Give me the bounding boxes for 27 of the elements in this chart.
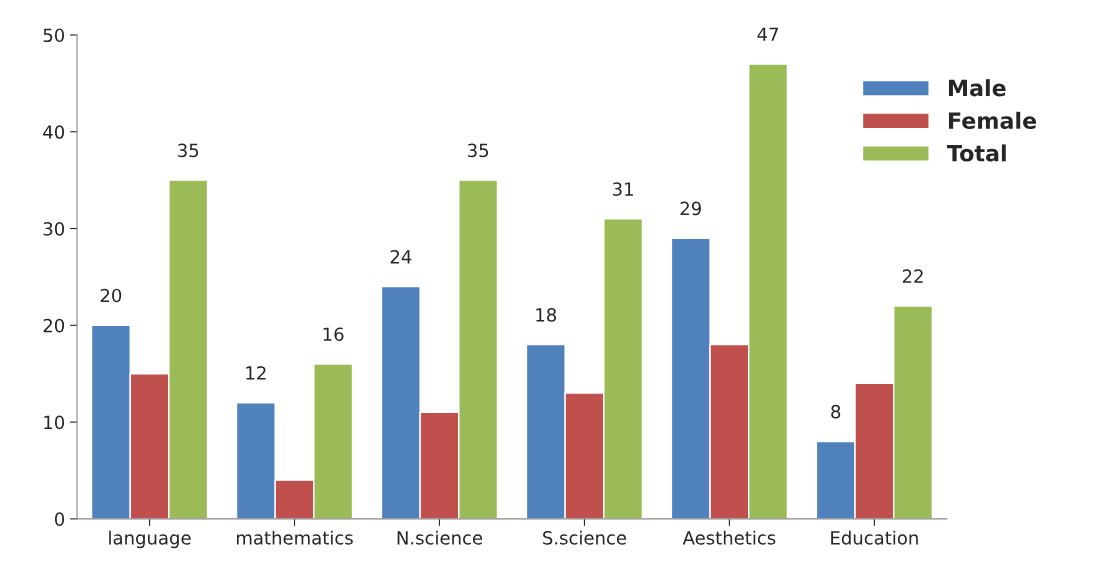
y-tick-label: 50 bbox=[43, 28, 65, 43]
y-tick-label: 0 bbox=[54, 512, 65, 526]
x-tick-label: mathematics bbox=[236, 530, 353, 545]
data-label: 47 bbox=[757, 27, 779, 41]
y-tick-label: 10 bbox=[44, 415, 65, 430]
data-label: 8 bbox=[831, 404, 841, 419]
x-tick-label: S.science bbox=[543, 530, 627, 545]
x-tick-label: N.science bbox=[397, 530, 483, 545]
legend-label: Male bbox=[948, 79, 1006, 97]
y-tick-label: 30 bbox=[43, 222, 65, 236]
y-tick-label: 20 bbox=[43, 318, 65, 333]
data-label: 31 bbox=[612, 182, 633, 196]
x-tick-label: Aesthetics bbox=[682, 530, 776, 545]
data-label: 16 bbox=[323, 327, 344, 342]
data-label: 22 bbox=[902, 269, 923, 283]
x-tick-label: language bbox=[109, 530, 191, 549]
data-label: 18 bbox=[536, 308, 557, 322]
data-label: 35 bbox=[468, 143, 489, 158]
data-label: 12 bbox=[246, 366, 266, 380]
y-tick-label: 40 bbox=[43, 125, 65, 139]
data-label: 20 bbox=[100, 288, 122, 303]
legend-label: Female bbox=[948, 111, 1037, 129]
data-label: 29 bbox=[680, 201, 701, 216]
legend-label: Total bbox=[947, 144, 1006, 162]
data-label: 24 bbox=[390, 250, 412, 264]
data-label: 35 bbox=[178, 143, 199, 158]
x-tick-label: Education bbox=[831, 530, 918, 545]
